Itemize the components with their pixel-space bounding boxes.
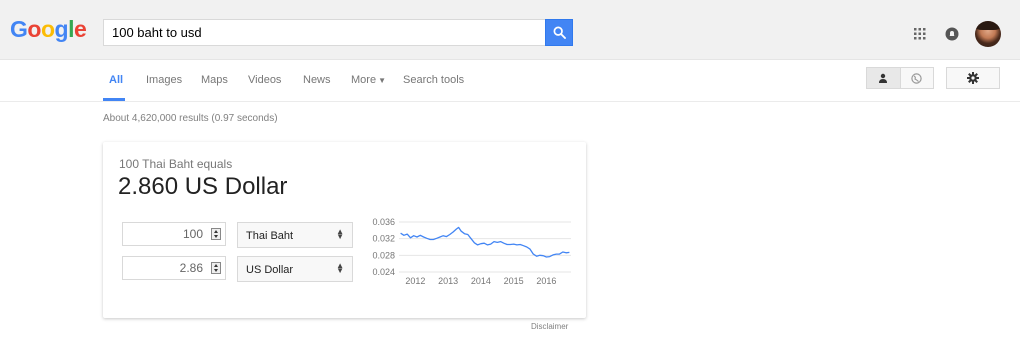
select-arrows-icon: ▲ ▼ [336,261,344,275]
gear-icon [967,72,979,84]
from-currency-label: Thai Baht [246,230,294,242]
search-input[interactable]: 100 baht to usd [103,19,545,46]
rate-series-line [400,226,570,258]
tab-all[interactable]: All [109,74,124,86]
settings-button[interactable] [946,67,1000,89]
tab-videos[interactable]: Videos [248,74,282,86]
tab-more[interactable]: More ▼ [351,74,386,86]
avatar[interactable] [975,21,1001,47]
tab-maps[interactable]: Maps [201,74,228,86]
search-tabs: All Images Maps Videos News More ▼ Search… [0,60,1020,102]
conversion-result: 2.860 US Dollar [118,173,288,200]
x-tick-label: 2015 [504,276,524,286]
to-currency-select[interactable]: US Dollar ▲ ▼ [237,256,353,282]
number-spinner-icon[interactable] [211,228,221,240]
tab-search-tools[interactable]: Search tools [403,74,465,86]
results-toggle [866,67,934,89]
logo-letter: e [73,16,87,42]
tab-more-label: More [351,74,377,86]
personal-results-button[interactable] [867,68,901,88]
google-logo[interactable]: Google [10,16,87,43]
globe-icon [911,72,922,84]
conversion-equals-text: 100 Thai Baht equals [119,157,233,171]
x-tick-label: 2013 [438,276,458,286]
notifications-icon[interactable] [945,27,959,41]
logo-letter: g [54,16,69,42]
number-spinner-icon[interactable] [211,262,221,274]
y-tick-label: 0.028 [372,250,395,260]
x-tick-label: 2012 [405,276,425,286]
to-currency-label: US Dollar [246,264,294,276]
apps-grid-icon[interactable] [914,28,926,40]
logo-letter: o [40,16,55,42]
search-icon [553,26,566,39]
logo-letter: G [10,16,28,42]
tab-news[interactable]: News [303,74,331,86]
y-tick-label: 0.036 [372,217,395,227]
x-tick-label: 2016 [536,276,556,286]
from-amount-value: 100 [182,227,203,241]
disclaimer-link[interactable]: Disclaimer [531,322,569,331]
search-button[interactable] [545,19,573,46]
y-tick-label: 0.032 [372,234,395,244]
exchange-rate-chart: 0.036 0.032 0.028 0.024 2012 2013 2014 2015 2016 [372,217,571,286]
select-arrows-icon: ▲ ▼ [336,227,344,241]
x-tick-label: 2014 [471,276,491,286]
person-icon [879,73,888,83]
y-tick-label: 0.024 [372,267,395,277]
global-results-button[interactable] [901,68,934,88]
to-amount-value: 2.86 [179,261,203,275]
currency-converter-card: 100 Thai Baht equals 2.860 US Dollar 100… [103,142,586,318]
active-tab-indicator [103,98,125,101]
from-amount-input[interactable]: 100 [122,222,226,246]
result-stats: About 4,620,000 results (0.97 seconds) [103,113,278,124]
header-bar: Google 100 baht to usd [0,0,1020,60]
chevron-down-icon: ▼ [378,76,386,85]
logo-letter: o [27,16,41,42]
tab-images[interactable]: Images [146,74,183,86]
to-amount-input[interactable]: 2.86 [122,256,226,280]
from-currency-select[interactable]: Thai Baht ▲ ▼ [237,222,353,248]
logo-letter: l [68,16,74,42]
